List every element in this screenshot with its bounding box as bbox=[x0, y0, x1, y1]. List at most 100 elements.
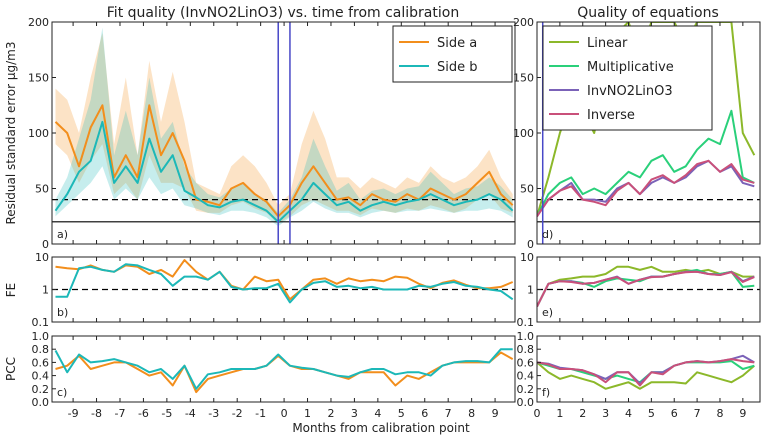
panel-d: 0 50 100 150 200 d) Linear Multiplicative InvNO2… bbox=[513, 16, 761, 251]
y-tick-label: 100 bbox=[28, 127, 49, 140]
x-tick-label: 0 bbox=[534, 407, 541, 420]
x-tick-label: -4 bbox=[185, 407, 196, 420]
ylabel-b: FE bbox=[4, 283, 18, 297]
x-tick-label: 7 bbox=[694, 407, 701, 420]
y-tick-label: 0.1 bbox=[32, 316, 50, 329]
x-tick-label: 1 bbox=[304, 407, 311, 420]
panel-a: 0 50 100 150 200 a) Side a Side b bbox=[28, 16, 516, 251]
xlabel: Months from calibration point bbox=[292, 421, 470, 435]
panel-e: 0.1 1 10 e) bbox=[517, 251, 761, 329]
legend-label: Inverse bbox=[587, 108, 635, 123]
y-tick-label: 1.0 bbox=[32, 330, 50, 343]
x-tick-label: -1 bbox=[255, 407, 266, 420]
ylabel-a: Residual standard error µg/m3 bbox=[4, 41, 18, 224]
y-tick-label: 1.0 bbox=[517, 330, 535, 343]
series-line-inverse bbox=[537, 270, 755, 307]
plot-area bbox=[537, 354, 755, 390]
series-line-inverse bbox=[537, 358, 755, 387]
confidence-band-side-a bbox=[55, 33, 513, 224]
y-tick-label: 1 bbox=[42, 284, 49, 297]
series-line-linear bbox=[537, 361, 755, 390]
x-tick-label: 2 bbox=[579, 407, 586, 420]
legend: Side a Side b bbox=[392, 25, 513, 83]
y-tick-label: 150 bbox=[513, 72, 534, 85]
legend-label: Side b bbox=[437, 60, 478, 75]
panel-label: b) bbox=[57, 306, 68, 319]
panel-f: 0.00.20.40.60.81.0 0 1 2 3 4 5 6 7 8 9 f) bbox=[517, 330, 761, 420]
series-line-side-a bbox=[54, 104, 514, 218]
panel-b: 0.1 1 10 b) bbox=[32, 251, 516, 329]
x-tick-label: -2 bbox=[232, 407, 243, 420]
legend-box bbox=[542, 25, 713, 131]
y-tick-label: 0.1 bbox=[517, 316, 535, 329]
y-tick-label: 1 bbox=[527, 284, 534, 297]
x-tick-label: 5 bbox=[398, 407, 405, 420]
title-right: Quality of equations bbox=[577, 5, 718, 21]
y-tick-label: 100 bbox=[513, 127, 534, 140]
y-tick-label: 0.8 bbox=[517, 343, 535, 356]
legend-label: Side a bbox=[437, 36, 477, 51]
y-tick-label: 0 bbox=[42, 238, 49, 251]
y-tick-label: 50 bbox=[35, 183, 49, 196]
x-tick-label: 9 bbox=[492, 407, 499, 420]
legend-label: InvNO2LinO3 bbox=[587, 84, 673, 99]
x-tick-label: -6 bbox=[138, 407, 149, 420]
y-tick-label: 0.0 bbox=[32, 396, 50, 409]
series-line-multiplicative bbox=[537, 109, 755, 217]
x-tick-label: 6 bbox=[421, 407, 428, 420]
series-line-side-b bbox=[54, 120, 514, 223]
x-tick-label: 1 bbox=[556, 407, 563, 420]
plot-area bbox=[54, 348, 514, 394]
x-tick-label: 8 bbox=[716, 407, 723, 420]
x-tick-label: 8 bbox=[468, 407, 475, 420]
x-tick-label: -7 bbox=[115, 407, 126, 420]
x-tick-label: -3 bbox=[208, 407, 219, 420]
x-tick-label: 3 bbox=[602, 407, 609, 420]
x-tick-label: 0 bbox=[281, 407, 288, 420]
panel-label: d) bbox=[542, 228, 553, 241]
panel-label: c) bbox=[57, 386, 67, 399]
legend-label: Multiplicative bbox=[587, 60, 674, 75]
plot-area bbox=[537, 265, 760, 307]
legend-label: Linear bbox=[587, 36, 628, 51]
x-tick-label: 6 bbox=[671, 407, 678, 420]
x-tick-label: -5 bbox=[161, 407, 172, 420]
legend: Linear Multiplicative InvNO2LinO3 Inverse bbox=[542, 25, 713, 131]
series-line-side-b bbox=[55, 263, 514, 304]
legend-box bbox=[392, 25, 513, 83]
y-tick-label: 0.2 bbox=[32, 383, 50, 396]
y-tick-label: 0.4 bbox=[517, 370, 535, 383]
x-tick-label: 9 bbox=[739, 407, 746, 420]
x-tick-label: 2 bbox=[327, 407, 334, 420]
confidence-band-side-b bbox=[55, 27, 513, 227]
ylabel-c: PCC bbox=[4, 357, 18, 381]
x-tick-label: -8 bbox=[91, 407, 102, 420]
x-tick-label: 7 bbox=[445, 407, 452, 420]
panel-c: 0.00.20.40.60.81.0 -9 -8 -7 -6 -5 -4 -3 -2 -1 0 1 2 3… bbox=[32, 330, 516, 420]
panel-label: a) bbox=[57, 228, 68, 241]
plot-area bbox=[52, 259, 515, 304]
y-tick-label: 10 bbox=[35, 251, 49, 264]
series-line-side-b bbox=[54, 348, 513, 390]
plot-area bbox=[52, 22, 515, 244]
y-tick-label: 0.2 bbox=[517, 383, 535, 396]
axes-frame bbox=[51, 335, 516, 403]
y-tick-label: 150 bbox=[28, 72, 49, 85]
x-tick-label: 3 bbox=[351, 407, 358, 420]
x-tick-label: -9 bbox=[68, 407, 79, 420]
y-tick-label: 0.6 bbox=[517, 356, 535, 369]
x-tick-label: 5 bbox=[648, 407, 655, 420]
y-tick-label: 50 bbox=[520, 183, 534, 196]
panel-label: f) bbox=[542, 386, 550, 399]
panel-label: e) bbox=[542, 306, 553, 319]
y-tick-label: 0.6 bbox=[32, 356, 50, 369]
axes-frame bbox=[536, 335, 761, 403]
title-left: Fit quality (InvNO2LinO3) vs. time from … bbox=[107, 5, 459, 21]
y-tick-label: 200 bbox=[28, 16, 49, 29]
series-line-side-a bbox=[55, 351, 514, 394]
y-tick-label: 200 bbox=[513, 16, 534, 29]
y-tick-label: 0.0 bbox=[517, 396, 535, 409]
y-tick-label: 0.8 bbox=[32, 343, 50, 356]
x-tick-label: 4 bbox=[374, 407, 381, 420]
